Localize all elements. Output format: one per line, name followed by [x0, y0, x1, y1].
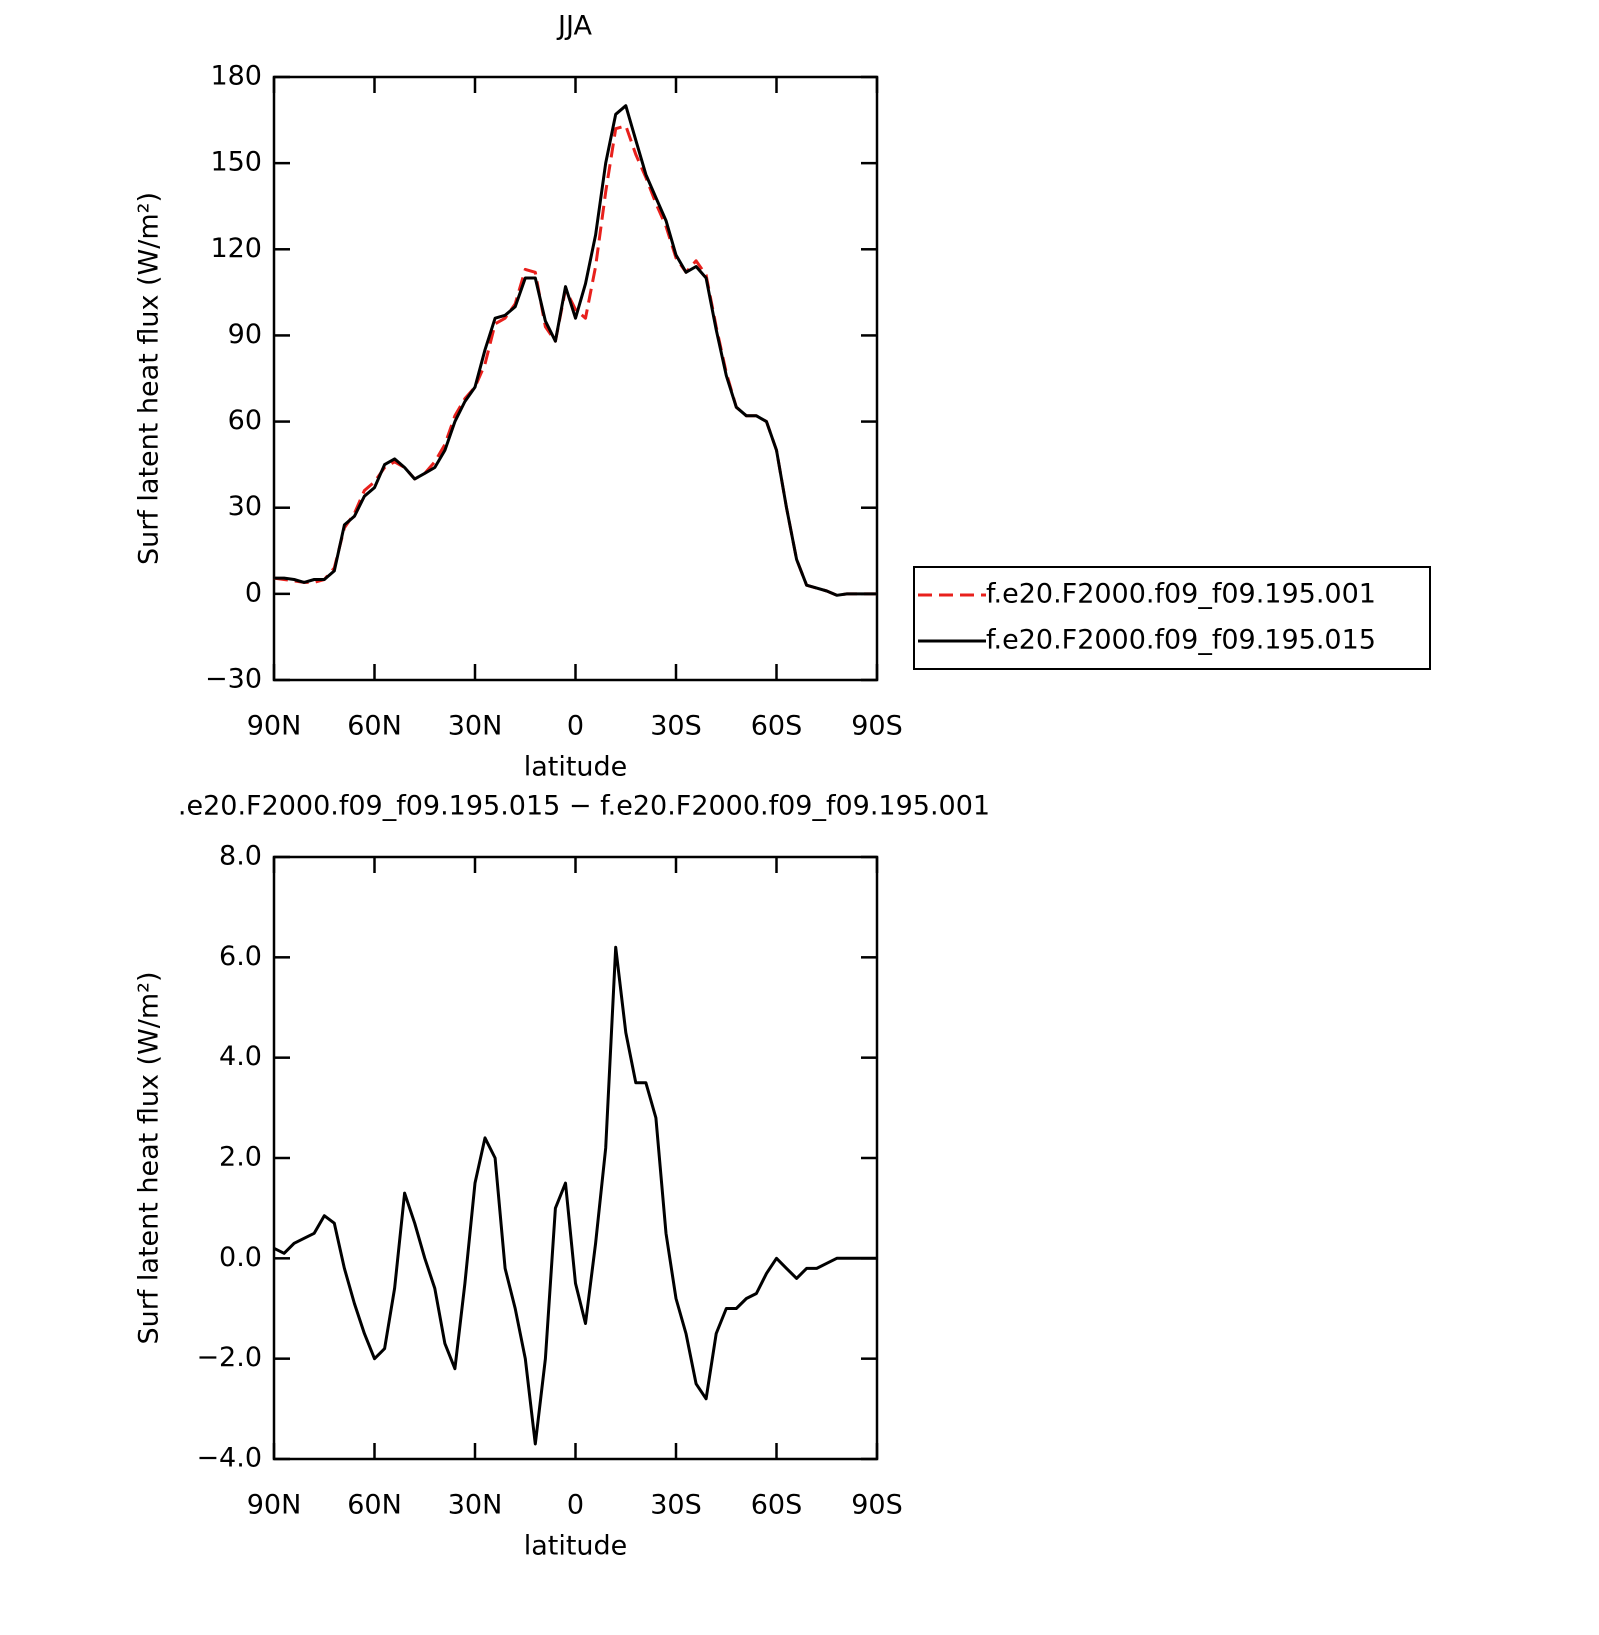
legend-label: f.e20.F2000.f09_f09.195.001	[986, 579, 1376, 610]
x-tick-label: 60N	[347, 1490, 402, 1521]
x-tick-label: 60N	[347, 711, 402, 742]
y-tick-label: −4.0	[196, 1443, 262, 1474]
y-tick-label: 60	[228, 405, 262, 436]
plot-frame	[272, 75, 879, 682]
x-tick-label: 30N	[448, 1490, 503, 1521]
y-tick-label: 90	[228, 319, 262, 350]
y-axis-label: Surf latent heat flux (W/m²)	[134, 192, 165, 565]
y-axis-label: Surf latent heat flux (W/m²)	[134, 971, 165, 1344]
x-tick-label: 60S	[751, 1490, 803, 1521]
x-axis-label: latitude	[524, 752, 628, 783]
series-line	[273, 945, 877, 1446]
y-tick-label: 30	[228, 491, 262, 522]
x-tick-label: 0	[567, 1490, 584, 1521]
chart-title: .e20.F2000.f09_f09.195.015 − f.e20.F2000…	[178, 791, 990, 822]
y-tick-label: 180	[210, 61, 262, 92]
y-tick-label: 8.0	[219, 841, 262, 872]
y-tick-label: 6.0	[219, 941, 262, 972]
series-line	[273, 124, 877, 597]
y-tick-label: 4.0	[219, 1041, 262, 1072]
chart-title: JJA	[556, 11, 592, 42]
x-tick-label: 30S	[650, 1490, 702, 1521]
y-tick-label: −30	[205, 664, 262, 695]
x-tick-label: 90S	[851, 711, 903, 742]
y-tick-label: 2.0	[219, 1142, 262, 1173]
legend-box	[913, 566, 1431, 670]
series-line	[274, 104, 877, 597]
y-tick-label: 120	[210, 233, 262, 264]
x-tick-label: 30S	[650, 711, 702, 742]
y-tick-label: 0	[245, 577, 262, 608]
x-tick-label: 90N	[247, 1490, 302, 1521]
x-tick-label: 0	[567, 711, 584, 742]
y-tick-label: 0.0	[219, 1242, 262, 1273]
plot-frame	[272, 855, 879, 1461]
y-tick-label: 150	[210, 147, 262, 178]
x-axis-label: latitude	[524, 1531, 628, 1562]
legend-label: f.e20.F2000.f09_f09.195.015	[986, 625, 1376, 656]
x-tick-label: 60S	[751, 711, 803, 742]
x-tick-label: 90S	[851, 1490, 903, 1521]
y-tick-label: −2.0	[196, 1342, 262, 1373]
x-tick-label: 90N	[247, 711, 302, 742]
x-tick-label: 30N	[448, 711, 503, 742]
